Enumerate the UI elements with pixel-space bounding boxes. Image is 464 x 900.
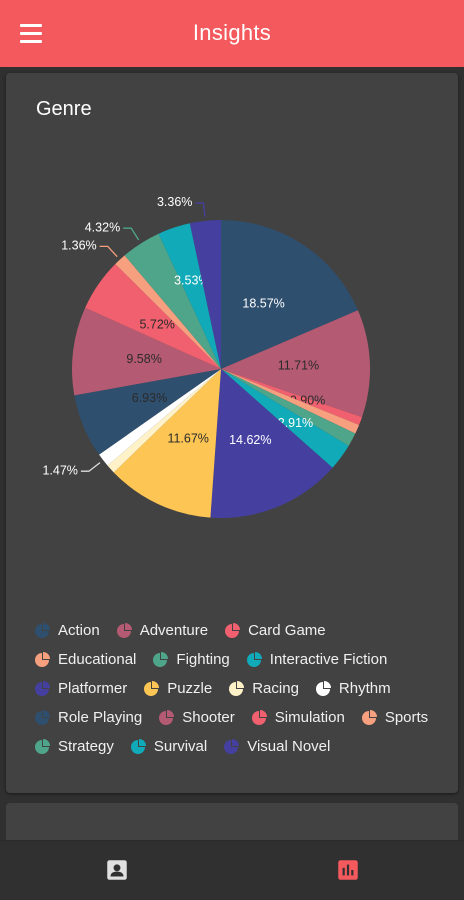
legend-label: Puzzle <box>167 680 213 697</box>
menu-icon[interactable] <box>20 24 44 44</box>
pie-chart-icon <box>116 622 132 638</box>
legend-item-shooter[interactable]: Shooter <box>158 703 235 732</box>
pie-slice-shooter <box>72 307 221 396</box>
pie-slice-racing <box>107 369 221 473</box>
pie-chart-icon <box>224 738 240 754</box>
legend-item-survival[interactable]: Survival <box>130 732 207 761</box>
pie-slice-platformer <box>210 369 333 518</box>
legend-label: Survival <box>153 738 208 755</box>
slice-label-survival: 3.53% <box>174 274 209 288</box>
legend-label: Adventure <box>139 622 209 639</box>
legend-label: Rhythm <box>338 680 391 697</box>
legend-item-racing[interactable]: Racing <box>228 674 299 703</box>
slice-label-interactive-fiction: 2.91% <box>278 416 313 430</box>
pie-slice-educational <box>221 369 360 434</box>
account-box-icon[interactable] <box>104 857 130 883</box>
pie-slice-survival <box>158 223 221 369</box>
slice-label-rhythm: 1.47% <box>42 464 77 478</box>
pie-slice-strategy <box>124 233 221 369</box>
genre-pie-chart: 18.57%11.71%0.90%2.91%14.62%11.67%1.47%6… <box>42 195 371 518</box>
bar-chart-icon[interactable] <box>335 857 361 883</box>
page-title: Insights <box>192 20 272 45</box>
slice-label-adventure: 11.71% <box>278 358 319 372</box>
pie-chart-icon <box>246 651 262 667</box>
legend-item-action[interactable]: Action <box>34 616 100 645</box>
legend-label: Racing <box>252 680 299 697</box>
legend-item-rhythm[interactable]: Rhythm <box>315 674 391 703</box>
card-title: Genre <box>36 98 92 120</box>
slice-label-simulation: 5.72% <box>139 317 174 331</box>
pie-slice-visual-novel <box>189 220 221 369</box>
app-bar: Insights <box>0 0 464 67</box>
slice-label-sports: 1.36% <box>61 239 96 253</box>
legend-label: Platformer <box>58 680 128 697</box>
pie-chart-icon <box>159 709 175 725</box>
pie-chart-icon <box>229 680 245 696</box>
legend-item-interactive-fiction[interactable]: Interactive Fiction <box>246 645 388 674</box>
legend-item-visual-novel[interactable]: Visual Novel <box>223 732 330 761</box>
slice-label-platformer: 14.62% <box>229 433 271 447</box>
leader-line-strategy <box>123 227 140 241</box>
pie-chart-icon <box>144 680 160 696</box>
chart-legend: Action Adventure Card Game Educational Fight… <box>34 616 454 761</box>
legend-label: Simulation <box>274 709 345 726</box>
pie-chart-icon <box>130 738 146 754</box>
pie-slice-action <box>221 220 358 369</box>
legend-label: Action <box>58 622 100 639</box>
legend-item-role-playing[interactable]: Role Playing <box>34 703 142 732</box>
bottom-navigation <box>0 840 464 900</box>
legend-item-strategy[interactable]: Strategy <box>34 732 114 761</box>
pie-chart-icon <box>153 651 169 667</box>
legend-label: Strategy <box>58 738 114 755</box>
leader-line-rhythm <box>80 462 101 472</box>
slice-label-puzzle: 11.67% <box>167 431 208 445</box>
legend-label: Interactive Fiction <box>269 651 388 668</box>
legend-label: Fighting <box>176 651 230 668</box>
slice-label-role-playing: 6.93% <box>132 391 167 405</box>
pie-chart-icon <box>315 680 331 696</box>
pie-slice-interactive-fiction <box>221 369 349 468</box>
slice-label-action: 18.57% <box>242 297 284 311</box>
pie-slice-role-playing <box>74 369 221 455</box>
pie-slice-puzzle <box>113 369 221 518</box>
slice-label-shooter: 9.58% <box>126 352 161 366</box>
legend-item-fighting[interactable]: Fighting <box>152 645 230 674</box>
pie-chart-icon <box>225 622 241 638</box>
pie-slice-rhythm <box>99 369 221 466</box>
legend-label: Visual Novel <box>247 738 331 755</box>
pie-slice-fighting <box>221 369 356 446</box>
legend-item-simulation[interactable]: Simulation <box>251 703 345 732</box>
legend-label: Sports <box>384 709 429 726</box>
legend-label: Role Playing <box>58 709 143 726</box>
pie-slice-sports <box>115 255 221 369</box>
legend-item-adventure[interactable]: Adventure <box>116 616 208 645</box>
leader-line-sports <box>99 245 118 258</box>
legend-label: Educational <box>58 651 137 668</box>
legend-item-educational[interactable]: Educational <box>34 645 136 674</box>
secondary-card <box>6 803 458 843</box>
legend-item-platformer[interactable]: Platformer <box>34 674 127 703</box>
legend-item-puzzle[interactable]: Puzzle <box>143 674 212 703</box>
pie-slice-simulation <box>85 263 221 369</box>
slice-label-strategy: 4.32% <box>85 220 120 234</box>
pie-chart-icon <box>35 680 50 696</box>
legend-item-sports[interactable]: Sports <box>361 703 428 732</box>
legend-label: Shooter <box>182 709 235 726</box>
pie-chart-icon <box>35 651 50 667</box>
leader-line-visual-novel <box>195 202 206 217</box>
pie-slice-adventure <box>221 310 371 418</box>
genre-card: Genre 18.57% 11.71% 0.90% 2.91% 14.62% 11.67%… <box>6 73 458 793</box>
pie-chart-icon <box>251 709 267 725</box>
pie-chart-icon <box>361 709 377 725</box>
pie-slice-card-game <box>221 369 363 426</box>
legend-item-card-game[interactable]: Card Game <box>224 616 326 645</box>
pie-chart-icon <box>35 622 50 638</box>
pie-chart-icon <box>35 709 50 725</box>
legend-label: Card Game <box>248 622 326 639</box>
slice-label-visual-novel: 3.36% <box>157 195 192 209</box>
pie-chart-icon <box>35 738 50 754</box>
